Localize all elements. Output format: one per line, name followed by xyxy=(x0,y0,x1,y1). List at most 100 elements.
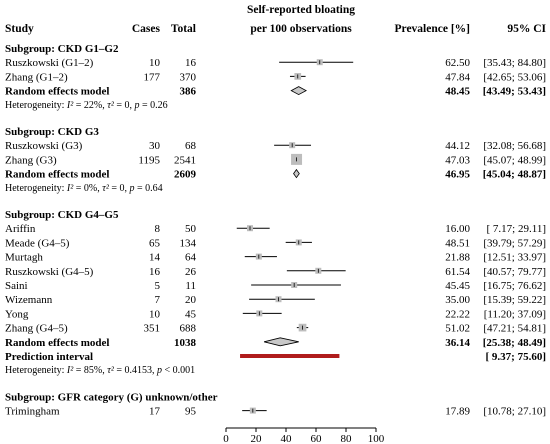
x-tick-label: 0 xyxy=(223,433,229,444)
x-tick-label: 80 xyxy=(341,433,353,444)
heterogeneity-text: Heterogeneity: I² = 22%, τ² = 0, p = 0.2… xyxy=(5,100,168,111)
ci-value: [10.78; 27.10] xyxy=(483,406,546,418)
forest-rows: Subgroup: CKD G1–G2 Ruszkowski (G1–2) 10 16… xyxy=(5,43,546,418)
random-effects-ci: [43.49; 53.43] xyxy=(483,86,546,98)
study-column-header: Study xyxy=(5,23,34,35)
plot-title-line1: Self-reported bloating xyxy=(247,4,355,16)
ci-value: [32.08; 56.68] xyxy=(483,140,546,152)
random-effects-ci: [45.04; 48.87] xyxy=(483,169,546,181)
study-name: Ruszkowski (G3) xyxy=(5,140,83,152)
summary-diamond xyxy=(293,168,300,179)
study-cases: 10 xyxy=(149,308,161,320)
prevalence-value: 48.51 xyxy=(445,237,470,249)
prevalence-value: 62.50 xyxy=(445,57,470,69)
study-name: Ruszkowski (G1–2) xyxy=(5,57,94,69)
heterogeneity-text: Heterogeneity: I² = 0%, τ² = 0, p = 0.64 xyxy=(5,183,163,194)
random-effects-prevalence: 48.45 xyxy=(445,86,470,98)
study-name: Ruszkowski (G4–5) xyxy=(5,266,94,278)
study-cases: 17 xyxy=(149,406,161,418)
prediction-interval-ci: [ 9.37; 75.60] xyxy=(486,351,547,363)
study-name: Murtagh xyxy=(5,252,43,264)
prevalence-value: 44.12 xyxy=(445,140,470,152)
prevalence-column-header: Prevalence [%] xyxy=(395,23,470,35)
study-cases: 30 xyxy=(149,140,161,152)
subgroup-title: Subgroup: CKD G3 xyxy=(5,126,99,138)
ci-value: [12.51; 33.97] xyxy=(483,252,546,264)
study-cases: 351 xyxy=(144,323,161,335)
ci-value: [15.39; 59.22] xyxy=(483,294,546,306)
subgroup-title: Subgroup: GFR category (G) unknown/other xyxy=(5,391,218,403)
ci-value: [39.79; 57.29] xyxy=(483,237,546,249)
study-cases: 16 xyxy=(149,266,161,278)
prevalence-value: 51.02 xyxy=(445,323,470,335)
study-cases: 65 xyxy=(149,237,161,249)
study-cases: 14 xyxy=(149,252,161,264)
x-tick-label: 40 xyxy=(281,433,293,444)
study-total: 50 xyxy=(185,223,197,235)
ci-value: [11.20; 37.09] xyxy=(484,308,546,320)
ci-value: [16.75; 76.62] xyxy=(483,280,546,292)
study-cases: 1195 xyxy=(138,154,160,166)
heterogeneity-text: Heterogeneity: I² = 85%, τ² = 0.4153, p … xyxy=(5,365,195,376)
ci-value: [ 7.17; 29.11] xyxy=(487,223,546,235)
study-cases: 5 xyxy=(155,280,161,292)
random-effects-total: 1038 xyxy=(174,337,197,349)
prevalence-value: 17.89 xyxy=(445,406,470,418)
ci-value: [45.07; 48.99] xyxy=(483,154,546,166)
random-effects-prevalence: 36.14 xyxy=(445,337,470,349)
study-name: Wizemann xyxy=(5,294,53,306)
x-tick-label: 60 xyxy=(311,433,323,444)
ci-value: [40.57; 79.77] xyxy=(483,266,546,278)
random-effects-total: 2609 xyxy=(174,169,197,181)
study-name: Zhang (G3) xyxy=(5,154,57,166)
cases-column-header: Cases xyxy=(132,23,161,35)
study-name: Meade (G4–5) xyxy=(5,237,70,249)
prevalence-value: 16.00 xyxy=(445,223,470,235)
random-effects-total: 386 xyxy=(180,86,197,98)
prevalence-value: 47.03 xyxy=(445,154,470,166)
study-cases: 10 xyxy=(149,57,161,69)
study-total: 370 xyxy=(180,71,197,83)
summary-diamond xyxy=(290,86,307,96)
study-name: Zhang (G4–5) xyxy=(5,323,68,335)
random-effects-label: Random effects model xyxy=(5,337,109,349)
random-effects-prevalence: 46.95 xyxy=(445,169,470,181)
study-total: 68 xyxy=(185,140,197,152)
study-name: Saini xyxy=(5,280,28,292)
prediction-interval-label: Prediction interval xyxy=(5,351,93,363)
study-total: 95 xyxy=(185,406,197,418)
prediction-interval-bar xyxy=(240,354,340,358)
study-name: Yong xyxy=(5,308,29,320)
prevalence-value: 61.54 xyxy=(445,266,470,278)
plot-title-line2: per 100 observations xyxy=(250,23,352,35)
study-total: 2541 xyxy=(174,154,196,166)
study-total: 20 xyxy=(185,294,197,306)
prevalence-value: 35.00 xyxy=(445,294,470,306)
study-total: 16 xyxy=(185,57,197,69)
study-name: Ariffin xyxy=(5,223,36,235)
ci-column-header: 95% CI xyxy=(507,23,546,35)
study-total: 64 xyxy=(185,252,197,264)
ci-value: [42.65; 53.06] xyxy=(483,71,546,83)
study-cases: 8 xyxy=(155,223,161,235)
summary-diamond xyxy=(263,337,299,347)
study-total: 11 xyxy=(185,280,196,292)
study-total: 134 xyxy=(180,237,197,249)
random-effects-label: Random effects model xyxy=(5,169,109,181)
study-total: 688 xyxy=(180,323,197,335)
ci-value: [35.43; 84.80] xyxy=(483,57,546,69)
study-name: Zhang (G1–2) xyxy=(5,71,68,83)
study-name: Trimingham xyxy=(5,406,60,418)
prevalence-value: 45.45 xyxy=(445,280,470,292)
subgroup-title: Subgroup: CKD G1–G2 xyxy=(5,43,119,55)
random-effects-ci: [25.38; 48.49] xyxy=(483,337,546,349)
study-total: 26 xyxy=(185,266,197,278)
study-cases: 7 xyxy=(155,294,161,306)
study-cases: 177 xyxy=(144,71,161,83)
study-total: 45 xyxy=(185,308,197,320)
random-effects-label: Random effects model xyxy=(5,86,109,98)
ci-value: [47.21; 54.81] xyxy=(483,323,546,335)
column-headers: Study Cases Total Self-reported bloating… xyxy=(5,4,547,35)
x-axis: 0 20 40 60 80 100 xyxy=(223,427,385,444)
